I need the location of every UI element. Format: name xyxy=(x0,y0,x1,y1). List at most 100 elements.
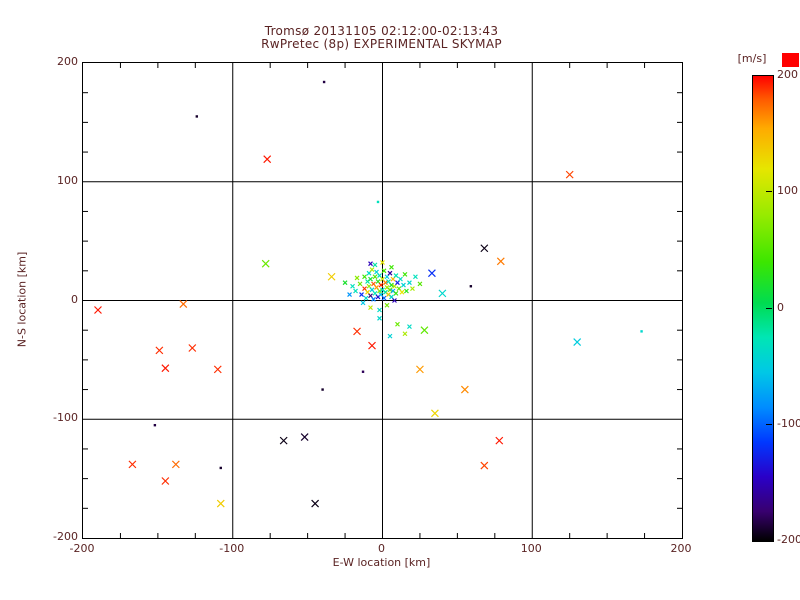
colorbar-tick-label: 0 xyxy=(777,300,784,314)
data-point xyxy=(322,80,326,84)
data-point xyxy=(354,275,360,281)
data-point xyxy=(378,282,384,288)
data-point xyxy=(188,344,197,352)
data-point xyxy=(377,315,382,321)
data-point xyxy=(480,244,489,253)
data-point xyxy=(279,436,288,445)
data-point xyxy=(413,274,418,280)
data-point xyxy=(416,365,424,374)
x-tick-label: -200 xyxy=(69,542,95,555)
data-point xyxy=(216,499,225,508)
data-point xyxy=(357,281,363,287)
colorbar-tick-label: -100 xyxy=(777,416,800,430)
x-tick-label: 200 xyxy=(670,542,692,555)
data-point xyxy=(402,271,408,277)
x-tick-label: -100 xyxy=(219,542,245,555)
data-point xyxy=(368,305,373,311)
data-point xyxy=(362,274,367,280)
data-point xyxy=(387,333,393,339)
data-point xyxy=(496,257,505,266)
y-tick-label: 0 xyxy=(71,292,78,306)
y-axis-label: N-S location [km] xyxy=(15,251,29,348)
data-point xyxy=(387,287,393,293)
plot-title-line2: RwPretec (8p) EXPERIMENTAL SKYMAP xyxy=(261,37,502,51)
data-point xyxy=(347,292,352,297)
data-point xyxy=(327,272,336,281)
colorbar-tick xyxy=(766,307,772,309)
y-tick-label: -200 xyxy=(53,530,78,543)
data-point xyxy=(573,338,582,346)
data-point xyxy=(353,327,361,336)
data-point xyxy=(565,170,574,179)
data-point xyxy=(155,346,164,355)
data-point xyxy=(427,269,436,278)
plot-title-line1: Tromsø 20131105 02:12:00-02:13:43 xyxy=(264,24,499,38)
data-point xyxy=(460,385,469,394)
data-point xyxy=(153,423,157,427)
colorbar xyxy=(752,75,774,542)
data-point xyxy=(495,436,504,445)
colorbar-tick-label: 200 xyxy=(777,68,798,81)
data-point xyxy=(311,499,320,508)
data-point xyxy=(353,288,358,294)
data-point xyxy=(372,274,378,280)
data-point xyxy=(321,388,324,391)
data-point xyxy=(380,260,385,265)
data-point xyxy=(387,270,393,276)
data-point xyxy=(395,321,400,327)
data-point xyxy=(369,267,375,273)
colorbar-unit-label: [m/s] xyxy=(737,52,767,65)
data-point xyxy=(407,324,412,330)
data-point xyxy=(128,460,137,469)
colorbar-tick-label: 100 xyxy=(777,184,798,198)
colorbar-tick xyxy=(766,75,772,76)
data-point xyxy=(350,283,355,289)
data-point xyxy=(376,200,380,204)
x-tick-label: 0 xyxy=(378,542,385,555)
y-tick-label: 100 xyxy=(57,173,78,187)
data-point xyxy=(261,259,270,268)
data-point xyxy=(368,276,373,282)
data-point xyxy=(438,289,447,298)
data-point xyxy=(640,330,643,333)
data-point xyxy=(402,331,408,337)
data-point xyxy=(384,302,390,308)
data-point xyxy=(377,307,382,313)
data-point xyxy=(342,280,348,286)
data-point xyxy=(392,298,397,303)
data-point xyxy=(171,460,180,469)
scatter-plot-canvas xyxy=(83,63,682,538)
data-point xyxy=(404,288,409,294)
colorbar-tick xyxy=(766,191,772,193)
data-point xyxy=(377,288,382,294)
data-point xyxy=(360,300,366,306)
data-point xyxy=(410,286,415,292)
data-point xyxy=(401,282,406,288)
data-point xyxy=(469,285,473,288)
data-point xyxy=(381,268,387,274)
data-point xyxy=(393,290,399,296)
data-point xyxy=(219,466,222,470)
data-point xyxy=(430,409,439,418)
colorbar-tick xyxy=(766,423,772,425)
data-point xyxy=(161,477,170,485)
data-point xyxy=(398,276,403,282)
x-axis-label: E-W location [km] xyxy=(332,556,431,569)
colorbar-tick xyxy=(766,540,772,541)
data-point xyxy=(480,461,489,470)
data-point xyxy=(94,306,102,314)
data-point xyxy=(383,280,388,286)
red-marker xyxy=(782,53,799,67)
data-point xyxy=(368,341,376,350)
data-point xyxy=(179,300,188,308)
y-tick-label: -100 xyxy=(53,411,78,425)
y-tick-label: 200 xyxy=(57,55,78,68)
data-point xyxy=(381,295,387,301)
data-point xyxy=(161,364,170,373)
data-point xyxy=(372,262,378,268)
data-point xyxy=(361,370,365,373)
data-point xyxy=(371,296,376,302)
plot-area xyxy=(82,62,683,539)
data-point xyxy=(300,433,309,441)
